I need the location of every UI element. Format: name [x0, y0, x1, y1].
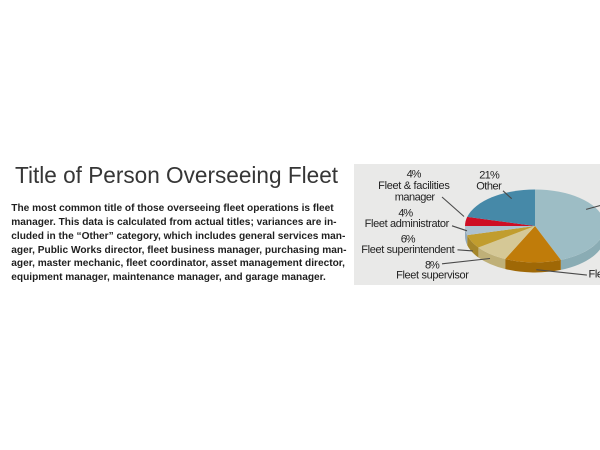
svg-text:4%: 4% [398, 208, 413, 220]
svg-text:Fleet administrator: Fleet administrator [365, 218, 450, 230]
svg-text:Other: Other [476, 181, 502, 193]
svg-text:Fleet manager: Fleet manager [589, 269, 600, 281]
svg-text:Fleet & facilities: Fleet & facilities [378, 180, 450, 192]
svg-text:21%: 21% [479, 169, 500, 181]
svg-text:manager: manager [395, 191, 436, 203]
svg-text:8%: 8% [425, 259, 440, 271]
svg-text:4%: 4% [407, 168, 422, 180]
svg-text:6%: 6% [401, 233, 416, 245]
svg-text:Fleet superintendent: Fleet superintendent [361, 244, 454, 256]
svg-text:Fleet supervisor: Fleet supervisor [396, 269, 469, 281]
